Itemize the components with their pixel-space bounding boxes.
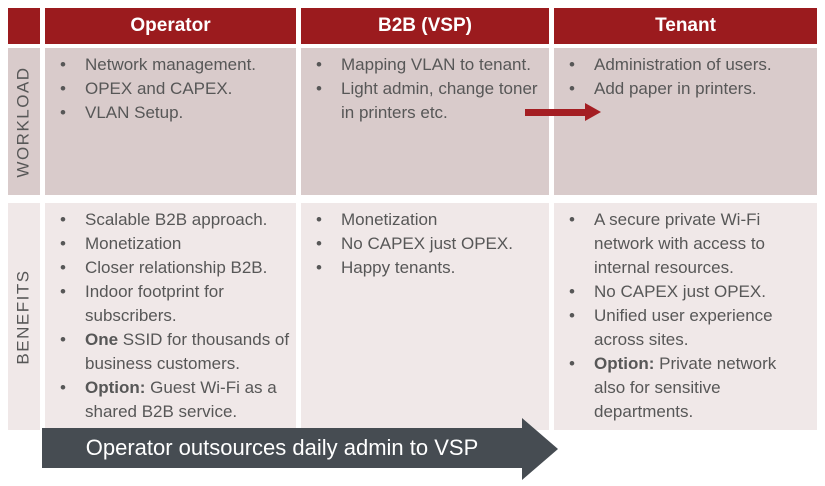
- bullet-marker: •: [60, 103, 66, 122]
- row-label-benefits-text: BENEFITS: [14, 268, 33, 365]
- row-label-workload-text: WORKLOAD: [14, 65, 33, 178]
- bullet-marker: •: [60, 210, 66, 229]
- outsource-banner: Operator outsources daily admin to VSP: [42, 428, 522, 468]
- bullet-marker: •: [569, 79, 575, 98]
- header-b2b-vsp: B2B (VSP): [301, 8, 549, 44]
- bullet-item: • Network management.: [45, 53, 290, 77]
- cell-benefits-tenant: • A secure private Wi-Fi network with acc…: [554, 203, 817, 430]
- row-label-benefits: BENEFITS: [8, 203, 40, 430]
- row-label-workload: WORKLOAD: [8, 48, 40, 195]
- bullet-list-workload-b2b: • Mapping VLAN to tenant. • Light admin, ch…: [301, 53, 543, 125]
- cell-workload-tenant: • Administration of users. • Add paper in p…: [554, 48, 817, 195]
- cell-workload-operator: • Network management. • OPEX and CAPEX. • VLA…: [45, 48, 296, 195]
- bullet-marker: •: [60, 79, 66, 98]
- cell-benefits-b2b: • Monetization • No CAPEX just OPEX. • Happy …: [301, 203, 549, 430]
- header-b2b-vsp-label: B2B (VSP): [378, 15, 472, 36]
- bullet-item: • A secure private Wi-Fi network with acc…: [569, 210, 766, 277]
- workload-handoff-arrow-shaft: [525, 109, 587, 116]
- bullet-item: • VLAN Setup.: [45, 101, 290, 125]
- bullet-item: • Scalable B2B approach.: [45, 208, 290, 232]
- bullet-marker: •: [569, 55, 575, 74]
- bullet-item: • Happy tenants.: [301, 256, 543, 280]
- bullet-marker: •: [316, 234, 322, 253]
- header-corner-cell: [8, 8, 40, 44]
- bullet-item: • No CAPEX just OPEX.: [301, 232, 543, 256]
- bullet-marker: •: [316, 55, 322, 74]
- bullet-item: • Light admin, change toner in printers e…: [316, 79, 538, 122]
- bullet-item: • Indoor footprint for subscribers.: [60, 282, 224, 325]
- cell-benefits-operator: • Scalable B2B approach. • Monetization • Clo…: [45, 203, 296, 430]
- bullet-item: • Unified user experience across sites.: [569, 306, 773, 349]
- bullet-marker: •: [60, 378, 66, 397]
- bullet-item: • Monetization: [45, 232, 290, 256]
- bullet-marker: •: [569, 282, 575, 301]
- bullet-marker: •: [316, 79, 322, 98]
- outsource-banner-label: Operator outsources daily admin to VSP: [85, 435, 479, 460]
- outsource-banner-arrow-icon: [522, 418, 558, 480]
- bullet-item: • Option: Guest Wi-Fi as a shared B2B ser…: [60, 378, 277, 421]
- bullet-item: • One SSID for thousands of business cust…: [60, 330, 290, 373]
- bullet-marker: •: [569, 210, 575, 229]
- bullet-item: • Monetization: [301, 208, 543, 232]
- bullet-marker: •: [60, 55, 66, 74]
- header-operator-label: Operator: [130, 15, 211, 36]
- header-operator: Operator: [45, 8, 296, 44]
- header-tenant-label: Tenant: [655, 15, 716, 36]
- cell-workload-b2b: • Mapping VLAN to tenant. • Light admin, ch…: [301, 48, 549, 195]
- bullet-list-benefits-b2b: • Monetization • No CAPEX just OPEX. • Happy …: [301, 208, 543, 280]
- bullet-item: • Mapping VLAN to tenant.: [301, 53, 543, 77]
- bullet-list-benefits-tenant: • A secure private Wi-Fi network with acc…: [554, 208, 811, 424]
- header-tenant: Tenant: [554, 8, 817, 44]
- bullet-list-workload-operator: • Network management. • OPEX and CAPEX. • VLA…: [45, 53, 290, 125]
- comparison-table: Operator B2B (VSP) Tenant WORKLOAD • Netw…: [8, 8, 817, 430]
- bullet-list-workload-tenant: • Administration of users. • Add paper in p…: [554, 53, 811, 101]
- bullet-list-benefits-operator: • Scalable B2B approach. • Monetization • Clo…: [45, 208, 290, 424]
- bullet-item: • Administration of users.: [554, 53, 811, 77]
- workload-handoff-arrow-icon: [585, 103, 601, 121]
- bullet-item: • Closer relationship B2B.: [45, 256, 290, 280]
- bullet-item: • Add paper in printers.: [554, 77, 811, 101]
- bullet-marker: •: [569, 306, 575, 325]
- bullet-item: • No CAPEX just OPEX.: [554, 280, 811, 304]
- bullet-marker: •: [60, 330, 66, 349]
- bullet-marker: •: [316, 258, 322, 277]
- bullet-item: • Option: Private network also for sensit…: [569, 354, 777, 421]
- bullet-marker: •: [316, 210, 322, 229]
- bullet-marker: •: [60, 234, 66, 253]
- bullet-item: • OPEX and CAPEX.: [45, 77, 290, 101]
- bullet-marker: •: [569, 354, 575, 373]
- bullet-marker: •: [60, 258, 66, 277]
- bullet-marker: •: [60, 282, 66, 301]
